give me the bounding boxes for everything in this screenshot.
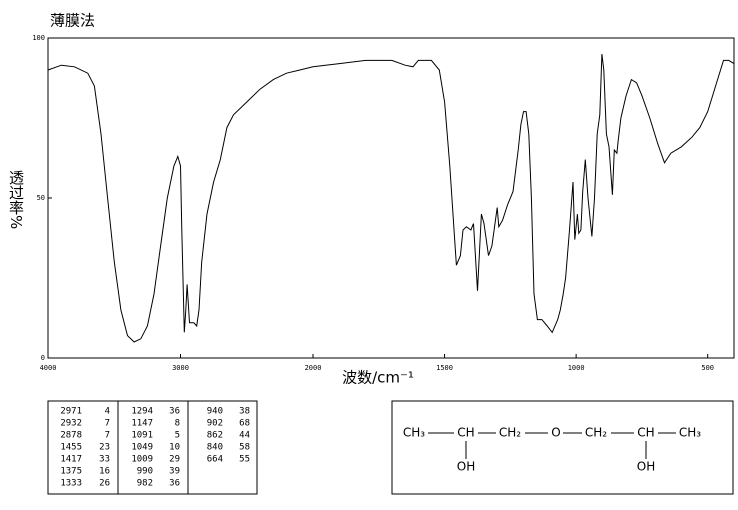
peak-cell: 58 — [239, 443, 250, 453]
structure-substituent: OH — [637, 460, 655, 474]
peak-cell: 1333 — [60, 479, 82, 489]
peak-table-frame — [47, 400, 258, 495]
peak-cell: 7 — [105, 431, 110, 441]
peak-cell: 36 — [169, 407, 180, 417]
peak-cell: 16 — [99, 467, 110, 477]
peak-cell: 7 — [105, 419, 110, 429]
peak-cell: 2971 — [60, 407, 82, 417]
spectrum-line — [47, 53, 735, 343]
peak-cell: 8 — [175, 419, 180, 429]
x-axis-label: 波数/cm⁻¹ — [342, 369, 414, 387]
structure-group: CH — [457, 426, 474, 440]
peak-cell: 664 — [207, 455, 223, 465]
x-tick-label: 3000 — [172, 364, 189, 372]
peak-cell: 982 — [137, 479, 153, 489]
x-tick-label: 1500 — [436, 364, 453, 372]
peak-cell: 1091 — [131, 431, 153, 441]
peak-cell: 26 — [99, 479, 110, 489]
chart-title: 薄膜法 — [50, 12, 95, 30]
peak-cell: 2932 — [60, 419, 82, 429]
y-tick-label: 100 — [32, 34, 45, 42]
structure-group: O — [551, 426, 560, 440]
peak-cell: 902 — [207, 419, 223, 429]
peak-cell: 990 — [137, 467, 153, 477]
structure-group: CH₂ — [585, 426, 607, 440]
structure-group: CH₃ — [403, 426, 425, 440]
peak-cell: 862 — [207, 431, 223, 441]
y-tick-label: 50 — [37, 194, 45, 202]
peak-cell: 55 — [239, 455, 250, 465]
peak-cell: 39 — [169, 467, 180, 477]
structure-group: CH₃ — [679, 426, 701, 440]
peak-cell: 36 — [169, 479, 180, 489]
peak-cell: 1375 — [60, 467, 82, 477]
peak-cell: 1294 — [131, 407, 153, 417]
structure-frame — [391, 400, 734, 495]
peak-cell: 68 — [239, 419, 250, 429]
peak-cell: 29 — [169, 455, 180, 465]
peak-cell: 1417 — [60, 455, 82, 465]
structure-substituent: OH — [457, 460, 475, 474]
peak-cell: 10 — [169, 443, 180, 453]
x-tick-label: 1000 — [568, 364, 585, 372]
peak-cell: 5 — [175, 431, 180, 441]
y-axis-label: 透过率% — [7, 170, 25, 229]
x-tick-label: 500 — [701, 364, 714, 372]
x-tick-label: 4000 — [40, 364, 57, 372]
peak-cell: 38 — [239, 407, 250, 417]
peak-cell: 1455 — [60, 443, 82, 453]
structure-group: CH₂ — [499, 426, 521, 440]
peak-cell: 940 — [207, 407, 223, 417]
peak-cell: 1049 — [131, 443, 153, 453]
peak-cell: 2878 — [60, 431, 82, 441]
peak-cell: 840 — [207, 443, 223, 453]
peak-cell: 33 — [99, 455, 110, 465]
peak-cell: 23 — [99, 443, 110, 453]
peak-cell: 44 — [239, 431, 250, 441]
structure-group: CH — [637, 426, 654, 440]
peak-cell: 1147 — [131, 419, 153, 429]
y-tick-label: 0 — [41, 354, 45, 362]
peak-cell: 1009 — [131, 455, 153, 465]
x-tick-label: 2000 — [305, 364, 322, 372]
peak-cell: 4 — [105, 407, 110, 417]
